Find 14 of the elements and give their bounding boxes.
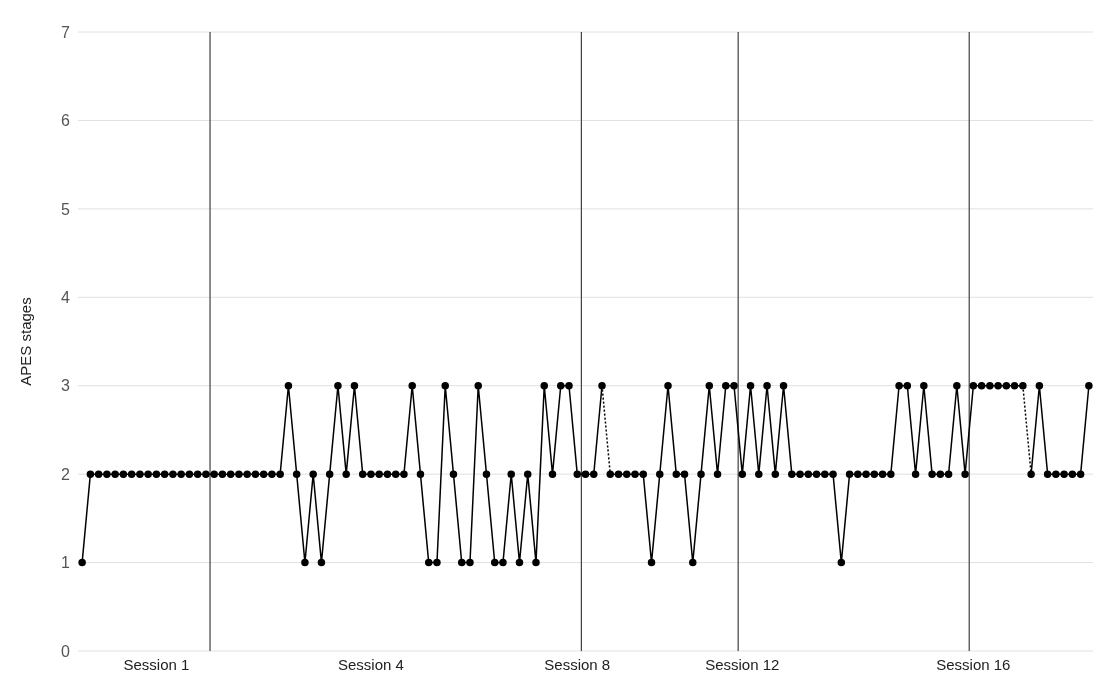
- y-tick-label: 4: [61, 288, 71, 306]
- y-tick-label: 1: [61, 554, 71, 572]
- x-tick-label: Session 12: [705, 655, 780, 673]
- y-tick-label: 2: [61, 465, 71, 483]
- x-tick-label: Session 4: [338, 655, 404, 673]
- y-tick-label: 7: [61, 23, 71, 41]
- x-tick-label: Session 1: [123, 655, 190, 673]
- y-tick-label: 5: [61, 200, 71, 218]
- x-tick-label: Session 16: [936, 655, 1011, 673]
- y-tick-label: 0: [61, 642, 71, 660]
- y-tick-label: 3: [61, 377, 71, 395]
- y-tick-label: 6: [61, 112, 71, 130]
- x-tick-label: Session 8: [544, 655, 611, 673]
- y-axis-title: APES stages: [17, 297, 35, 386]
